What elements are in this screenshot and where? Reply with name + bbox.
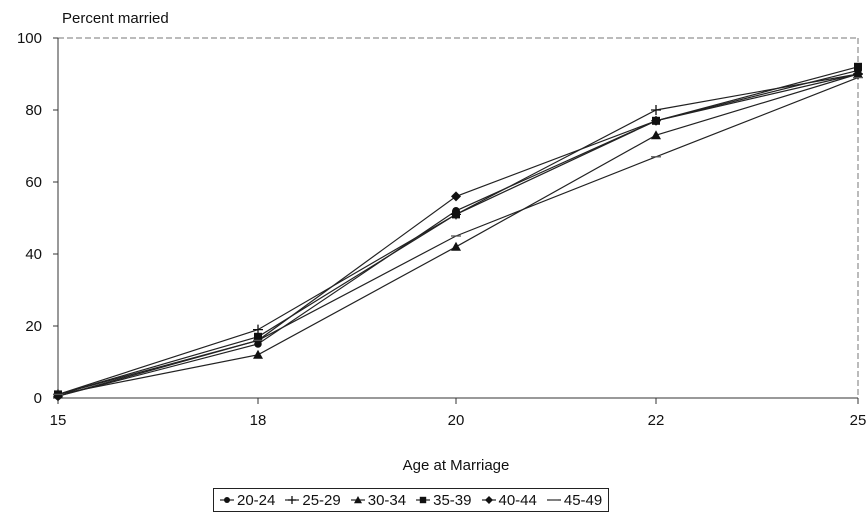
legend-marker-40-44 [484, 496, 493, 504]
legend-marker-icon [220, 497, 234, 503]
data-point-25-29 [651, 105, 661, 115]
legend-marker-icon [416, 496, 431, 504]
y-tick-label: 0 [34, 390, 42, 407]
data-point-40-44 [651, 115, 661, 126]
legend-label: 30-34 [367, 491, 407, 509]
y-tick-label: 100 [17, 30, 42, 47]
x-axis-ticks: 15 18 20 22 25 [50, 398, 867, 429]
legend-marker-icon [285, 496, 300, 504]
x-tick-label: 25 [850, 412, 867, 429]
series-line-30-34 [57, 73, 859, 395]
legend-item-45-49: 45-49 [546, 491, 603, 509]
legend-label: 20-24 [237, 491, 276, 509]
data-point-30-34 [253, 349, 263, 359]
legend-item-35-39: 35-39 [416, 491, 472, 509]
legend-marker-30-34 [353, 496, 362, 504]
series-markers [53, 62, 863, 402]
series-line-25-29 [57, 73, 859, 395]
legend-marker-icon [546, 499, 561, 501]
legend-marker-20-24 [224, 497, 230, 503]
legend-marker-25-29 [288, 496, 297, 504]
x-tick-label: 15 [50, 412, 67, 429]
legend: 20-24 25-29 30-34 35-39 40-44 45-49 [213, 488, 610, 512]
legend-marker-icon [481, 496, 496, 504]
data-point-30-34 [451, 241, 461, 251]
y-tick-label: 80 [25, 102, 42, 119]
data-point-40-44 [53, 391, 63, 402]
y-tick-label: 40 [25, 246, 42, 263]
axes [57, 37, 859, 399]
x-tick-label: 18 [250, 412, 267, 429]
legend-label: 35-39 [433, 491, 472, 509]
data-point-40-44 [853, 69, 863, 79]
legend-item-30-34: 30-34 [350, 491, 407, 509]
data-point-40-44 [451, 191, 461, 202]
data-point-35-39 [452, 210, 460, 219]
legend-label: 45-49 [563, 491, 603, 509]
legend-item-20-24: 20-24 [220, 492, 275, 509]
data-point-35-39 [854, 62, 862, 71]
series-line-35-39 [57, 66, 859, 395]
series-lines [57, 66, 859, 397]
series-line-20-24 [57, 69, 859, 397]
data-point-30-34 [651, 130, 661, 140]
legend-label: 40-44 [498, 491, 537, 509]
legend-marker-icon [350, 496, 365, 504]
legend-marker-35-39 [419, 496, 427, 504]
x-tick-label: 22 [648, 412, 665, 429]
x-tick-label: 20 [448, 412, 465, 429]
y-tick-label: 20 [25, 318, 42, 335]
legend-item-25-29: 25-29 [285, 491, 341, 509]
y-axis-title: Percent married [62, 10, 169, 27]
legend-label: 25-29 [302, 491, 341, 509]
y-tick-label: 60 [25, 174, 42, 191]
y-axis-ticks: 0 20 40 60 80 100 [17, 30, 58, 407]
legend-item-40-44: 40-44 [481, 491, 537, 509]
x-axis-title: Age at Marriage [403, 457, 510, 474]
